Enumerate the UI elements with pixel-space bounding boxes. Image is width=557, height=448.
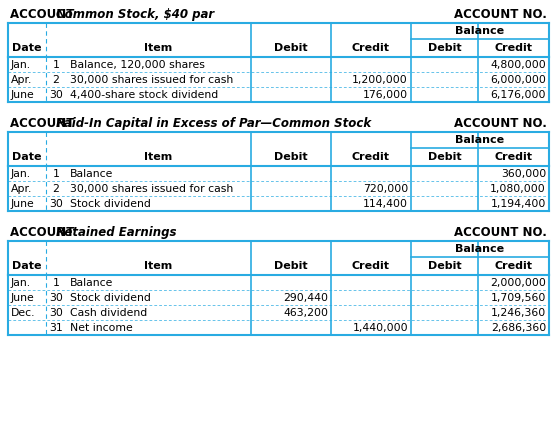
Text: 30,000 shares issued for cash: 30,000 shares issued for cash <box>70 74 233 85</box>
Text: 4,800,000: 4,800,000 <box>490 60 546 69</box>
Text: 360,000: 360,000 <box>501 168 546 178</box>
Text: 720,000: 720,000 <box>363 184 408 194</box>
Text: Stock dividend: Stock dividend <box>70 293 151 302</box>
Text: Date: Date <box>12 43 42 53</box>
Text: 1,200,000: 1,200,000 <box>352 74 408 85</box>
Text: 31: 31 <box>49 323 63 332</box>
Text: June: June <box>11 293 35 302</box>
Text: 2,000,000: 2,000,000 <box>490 277 546 288</box>
Text: 1,709,560: 1,709,560 <box>491 293 546 302</box>
Text: 1,246,360: 1,246,360 <box>491 307 546 318</box>
Text: Date: Date <box>12 261 42 271</box>
Text: 463,200: 463,200 <box>283 307 328 318</box>
Text: 1,440,000: 1,440,000 <box>353 323 408 332</box>
Text: Retained Earnings: Retained Earnings <box>56 225 177 238</box>
Text: Balance, 120,000 shares: Balance, 120,000 shares <box>70 60 205 69</box>
Text: Stock dividend: Stock dividend <box>70 198 151 208</box>
Text: June: June <box>11 90 35 99</box>
Text: Credit: Credit <box>495 43 532 53</box>
Text: Dec.: Dec. <box>11 307 36 318</box>
Text: ACCOUNT: ACCOUNT <box>10 8 82 21</box>
Text: 1,080,000: 1,080,000 <box>490 184 546 194</box>
Text: 1: 1 <box>52 277 60 288</box>
Text: ACCOUNT NO.: ACCOUNT NO. <box>454 116 547 129</box>
Text: June: June <box>11 198 35 208</box>
Text: Balance: Balance <box>456 26 505 36</box>
Text: Balance: Balance <box>456 244 505 254</box>
Text: ACCOUNT NO.: ACCOUNT NO. <box>454 225 547 238</box>
Text: Jan.: Jan. <box>11 277 31 288</box>
Text: Credit: Credit <box>495 261 532 271</box>
Text: 1: 1 <box>52 60 60 69</box>
Text: ACCOUNT: ACCOUNT <box>10 225 82 238</box>
Text: 1,194,400: 1,194,400 <box>491 198 546 208</box>
Text: Net income: Net income <box>70 323 133 332</box>
Text: Credit: Credit <box>495 152 532 162</box>
Text: Debit: Debit <box>428 43 461 53</box>
Text: Date: Date <box>12 152 42 162</box>
Text: 6,176,000: 6,176,000 <box>491 90 546 99</box>
Text: Item: Item <box>144 261 173 271</box>
Text: 114,400: 114,400 <box>363 198 408 208</box>
Text: Debit: Debit <box>428 152 461 162</box>
Text: Paid-In Capital in Excess of Par—Common Stock: Paid-In Capital in Excess of Par—Common … <box>56 116 371 129</box>
Text: Common Stock, $40 par: Common Stock, $40 par <box>56 8 214 21</box>
Text: Item: Item <box>144 152 173 162</box>
Text: 290,440: 290,440 <box>283 293 328 302</box>
Text: 2,686,360: 2,686,360 <box>491 323 546 332</box>
Text: Credit: Credit <box>352 261 390 271</box>
Text: 30: 30 <box>49 293 63 302</box>
Text: 2: 2 <box>52 74 60 85</box>
Text: Debit: Debit <box>274 261 308 271</box>
Text: Debit: Debit <box>428 261 461 271</box>
Text: Cash dividend: Cash dividend <box>70 307 147 318</box>
Text: Balance: Balance <box>70 168 114 178</box>
Text: Jan.: Jan. <box>11 60 31 69</box>
Text: Credit: Credit <box>352 152 390 162</box>
Text: 4,400-share stock dividend: 4,400-share stock dividend <box>70 90 218 99</box>
Text: Balance: Balance <box>456 135 505 145</box>
Text: 176,000: 176,000 <box>363 90 408 99</box>
Text: Debit: Debit <box>274 152 308 162</box>
Text: ACCOUNT NO.: ACCOUNT NO. <box>454 8 547 21</box>
Text: Item: Item <box>144 43 173 53</box>
Text: 6,000,000: 6,000,000 <box>490 74 546 85</box>
Text: Jan.: Jan. <box>11 168 31 178</box>
Text: 2: 2 <box>52 184 60 194</box>
Text: Balance: Balance <box>70 277 114 288</box>
Text: Apr.: Apr. <box>11 184 32 194</box>
Text: 30: 30 <box>49 307 63 318</box>
Text: Credit: Credit <box>352 43 390 53</box>
Text: 30: 30 <box>49 90 63 99</box>
Text: 30,000 shares issued for cash: 30,000 shares issued for cash <box>70 184 233 194</box>
Text: Apr.: Apr. <box>11 74 32 85</box>
Text: Debit: Debit <box>274 43 308 53</box>
Text: ACCOUNT: ACCOUNT <box>10 116 82 129</box>
Text: 1: 1 <box>52 168 60 178</box>
Text: 30: 30 <box>49 198 63 208</box>
